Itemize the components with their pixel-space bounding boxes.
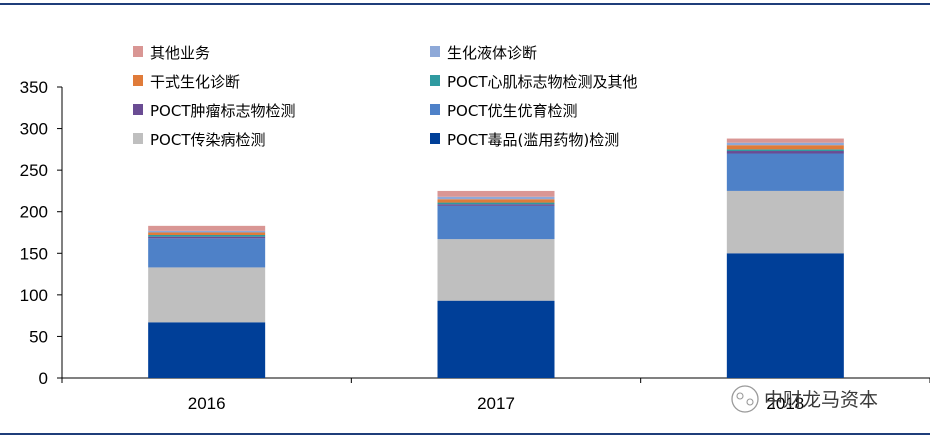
watermark-text: 中财龙马资本 [764, 389, 878, 411]
bar-segment [726, 253, 844, 378]
bar-segment [726, 138, 844, 143]
x-tick-label: 2017 [477, 394, 515, 413]
bar-segment [726, 153, 844, 191]
x-tick-label: 2018 [766, 394, 804, 413]
legend-label: POCT毒品(滥用药物)检测 [447, 131, 619, 149]
y-tick-label: 200 [20, 203, 48, 222]
bar-segment [437, 205, 555, 240]
bar-segment [148, 236, 266, 239]
y-tick-label: 100 [20, 286, 48, 305]
legend-swatch [133, 75, 143, 86]
bar-segment [437, 199, 555, 203]
bar-segment [148, 267, 266, 323]
legend-swatch [430, 104, 440, 115]
bar-segment [726, 142, 844, 146]
bar-segment [726, 149, 844, 152]
x-tick-label: 2016 [188, 394, 226, 413]
watermark: 中财龙马资本 [731, 385, 878, 413]
bar-segment [148, 322, 266, 378]
y-tick-label: 300 [20, 120, 48, 139]
legend-swatch [430, 75, 440, 86]
legend-label: 其他业务 [150, 44, 210, 62]
bar-segment [437, 239, 555, 301]
bar-segment [437, 204, 555, 206]
legend-swatch [133, 104, 143, 115]
legend-label: POCT优生优育检测 [447, 102, 578, 120]
bar-segment [148, 232, 266, 235]
bar-segment [726, 190, 844, 254]
bar-segment [148, 238, 266, 268]
y-tick-label: 350 [20, 78, 48, 97]
bar-segment [726, 151, 844, 154]
y-tick-label: 0 [39, 369, 48, 388]
y-tick-label: 50 [29, 327, 48, 346]
legend-swatch [133, 46, 143, 57]
bar-segment [148, 234, 266, 237]
legend-label: POCT肿瘤标志物检测 [150, 102, 296, 120]
bar-segment [148, 225, 266, 231]
bar-segment [726, 145, 844, 150]
legend-swatch [430, 133, 440, 144]
bar-segment [437, 202, 555, 205]
legend-label: 干式生化诊断 [150, 73, 240, 91]
legend-label: 生化液体诊断 [447, 44, 537, 62]
y-tick-label: 150 [20, 244, 48, 263]
y-tick-label: 250 [20, 161, 48, 180]
bar-segment [437, 196, 555, 200]
bar-segment [148, 230, 266, 233]
bars [148, 138, 844, 378]
legend-swatch [133, 133, 143, 144]
legend-swatch [430, 46, 440, 57]
y-axis: 0 50 100 150 200 250 300 350 [20, 78, 63, 388]
legend-label: POCT传染病检测 [150, 131, 266, 149]
legend-label: POCT心肌标志物检测及其他 [447, 73, 638, 91]
bar-segment [437, 190, 555, 197]
bar-segment [437, 300, 555, 378]
wechat-icon [731, 385, 759, 413]
